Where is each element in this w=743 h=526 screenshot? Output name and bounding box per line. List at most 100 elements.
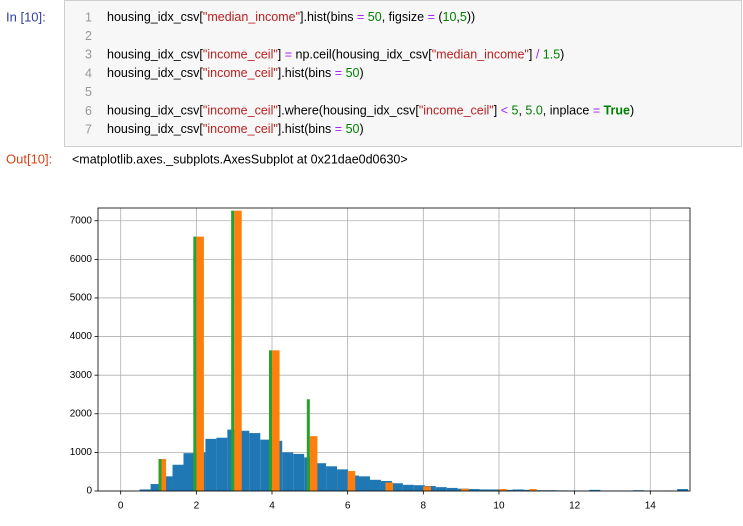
y-tick-label: 4000: [70, 331, 93, 342]
code-token: ]: [529, 48, 536, 62]
histogram-bar: [196, 236, 204, 491]
histogram-bar: [315, 463, 327, 491]
line-number: 3: [85, 48, 92, 62]
histogram-bar: [326, 466, 338, 491]
histogram-bar: [479, 489, 491, 491]
histogram-bar: [523, 489, 535, 491]
histogram-bar: [158, 459, 162, 491]
histogram-bar: [402, 484, 414, 491]
code-token: , figsize: [382, 10, 428, 24]
line-number: 2: [85, 29, 92, 43]
histogram-bar: [498, 489, 507, 491]
code-token: "income_ceil": [203, 104, 278, 118]
code-token: =: [357, 10, 364, 24]
histogram-bar: [369, 479, 381, 491]
histogram-bar: [435, 487, 447, 491]
code-token: ].hist(bins: [278, 66, 335, 80]
code-token: , inplace: [543, 104, 593, 118]
code-token: )): [467, 10, 475, 24]
histogram-bar: [461, 488, 469, 491]
line-number: 7: [85, 122, 92, 136]
histogram-bar: [150, 484, 162, 491]
histogram-bar: [512, 489, 524, 491]
histogram-bar: [282, 452, 294, 491]
code-cell[interactable]: [64, 0, 742, 147]
code-token: housing_idx_csv[: [107, 66, 203, 80]
histogram-bar: [423, 486, 431, 491]
code-token: ): [560, 48, 564, 62]
histogram-bar: [272, 350, 280, 491]
y-tick-label: 2000: [70, 408, 93, 419]
histogram-bar: [231, 210, 235, 491]
code-token: np.ceil(housing_idx_csv[: [292, 48, 432, 62]
code-token: =: [593, 104, 600, 118]
histogram-bar: [249, 433, 261, 491]
code-token: "income_ceil": [203, 48, 278, 62]
code-token: "income_ceil": [419, 104, 494, 118]
x-tick-label: 0: [118, 501, 124, 512]
histogram-bar: [359, 476, 370, 491]
code-token: 50: [368, 10, 382, 24]
y-tick-label: 0: [86, 486, 92, 497]
code-token: 5: [460, 10, 467, 24]
code-token: "income_ceil": [203, 122, 278, 136]
input-prompt: In [10]:: [6, 9, 46, 24]
x-tick-label: 6: [345, 501, 351, 512]
histogram-bar: [205, 438, 217, 491]
histogram-bar: [677, 489, 689, 491]
code-token: 5: [511, 104, 518, 118]
line-number: 1: [85, 10, 92, 24]
code-token: ): [630, 104, 634, 118]
histogram-bar: [391, 483, 403, 491]
code-token: 50: [346, 122, 360, 136]
code-line: housing_idx_csv["income_ceil"].where(hou…: [107, 104, 634, 118]
x-tick-label: 12: [569, 501, 581, 512]
histogram-bar: [306, 399, 310, 491]
code-token: 10: [443, 10, 457, 24]
code-line: housing_idx_csv["income_ceil"].hist(bins…: [107, 66, 364, 80]
code-line: housing_idx_csv["median_income"].hist(bi…: [107, 10, 475, 24]
code-token: ): [359, 66, 363, 80]
histogram-bar: [385, 482, 394, 491]
histogram-bar: [529, 489, 537, 491]
x-tick-label: 14: [645, 501, 657, 512]
code-token: "median_income": [432, 48, 529, 62]
histogram-bar: [337, 469, 349, 491]
code-token: ): [359, 122, 363, 136]
code-token: 1.5: [543, 48, 560, 62]
code-token: =: [285, 48, 292, 62]
line-number: 6: [85, 104, 92, 118]
y-tick-label: 5000: [70, 293, 93, 304]
histogram-bar: [172, 464, 184, 491]
code-token: housing_idx_csv[: [107, 122, 203, 136]
code-token: <: [501, 104, 508, 118]
code-token: =: [428, 10, 435, 24]
line-number: 4: [85, 66, 92, 80]
code-token: (: [435, 10, 443, 24]
code-token: /: [536, 48, 540, 62]
y-tick-label: 3000: [70, 370, 93, 381]
code-token: 5.0: [525, 104, 542, 118]
code-token: ]: [494, 104, 501, 118]
code-token: ,: [518, 104, 525, 118]
histogram-bar: [238, 430, 250, 491]
histogram-bar: [347, 471, 356, 491]
histogram-bar: [139, 489, 151, 491]
code-token: housing_idx_csv[: [107, 48, 203, 62]
plot-frame: [97, 207, 691, 492]
histogram-bar: [183, 453, 195, 491]
code-token: ].hist(bins: [300, 10, 357, 24]
code-line: housing_idx_csv["income_ceil"] = np.ceil…: [107, 48, 564, 62]
y-tick-label: 7000: [70, 215, 93, 226]
histogram-bar: [468, 489, 480, 491]
line-number: 5: [85, 85, 92, 99]
code-token: ]: [278, 48, 285, 62]
code-token: True: [604, 104, 630, 118]
code-token: "median_income": [203, 10, 300, 24]
histogram-bar: [234, 210, 242, 491]
histogram-bar: [446, 487, 458, 491]
histogram-bar: [490, 489, 502, 491]
code-token: "income_ceil": [203, 66, 278, 80]
x-tick-label: 8: [421, 501, 427, 512]
